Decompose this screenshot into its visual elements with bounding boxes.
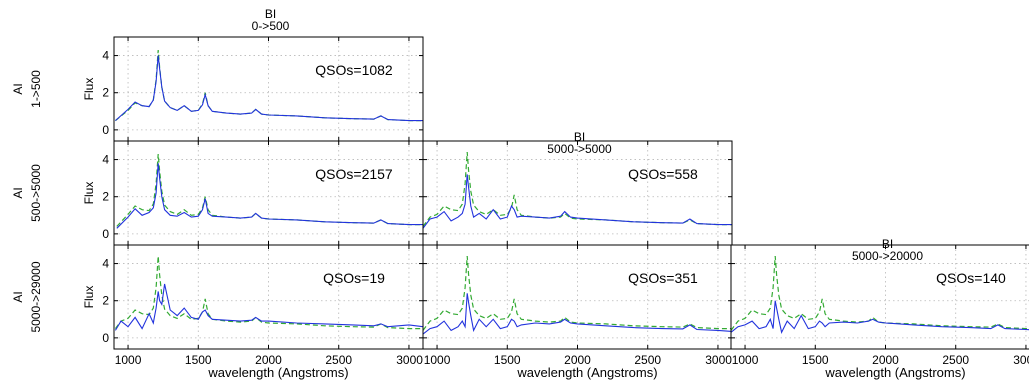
panel-background-r2c1 <box>423 245 732 349</box>
column-header-range-2: 5000->20000 <box>852 249 923 263</box>
qso-count-annotation-r2c0: QSOs=19 <box>323 270 385 286</box>
y-tick-label-r1c0: 0 <box>102 227 109 241</box>
y-tick-label-r0c0: 4 <box>102 49 109 63</box>
x-tick-label-r2c0: 2000 <box>255 353 282 367</box>
y-tick-label-r0c0: 2 <box>102 86 109 100</box>
qso-count-annotation-r1c0: QSOs=2157 <box>315 166 393 182</box>
row-header-range-0: 1->500 <box>29 70 43 108</box>
row-header-range-2: 5000->29000 <box>29 261 43 332</box>
row-header-range-1: 500->5000 <box>29 164 43 222</box>
x-tick-label-r2c0: 1000 <box>115 353 142 367</box>
quasar-spectrum-line-r1c1 <box>422 174 732 229</box>
panel-background-r1c0 <box>114 141 423 245</box>
x-tick-label-r2c1: 3000 <box>705 353 732 367</box>
x-tick-label-r2c0: 3000 <box>396 353 423 367</box>
x-tick-label-r2c2: 1500 <box>802 353 829 367</box>
panel-background-r0c0 <box>114 37 423 141</box>
column-header-title-2: BI <box>882 237 893 251</box>
x-axis-label-r2c0: wavelength (Angstroms) <box>207 365 348 380</box>
row-header-title-1: AI <box>11 187 25 198</box>
x-tick-label-r2c2: 2500 <box>942 353 969 367</box>
row-header-title-0: AI <box>11 83 25 94</box>
y-axis-label-r0c0: Flux <box>82 78 96 101</box>
qso-count-annotation-r1c1: QSOs=558 <box>628 166 698 182</box>
x-tick-label-r2c1: 1500 <box>494 353 521 367</box>
x-tick-label-r2c2: 2000 <box>872 353 899 367</box>
row-header-title-2: AI <box>11 291 25 302</box>
panel-background-r2c2 <box>731 245 1029 349</box>
quasar-spectrum-line-r2c1 <box>422 293 733 335</box>
y-tick-label-r1c0: 2 <box>102 190 109 204</box>
reference-spectrum-line-r2c2 <box>730 256 1029 331</box>
y-tick-label-r1c0: 4 <box>102 153 109 167</box>
y-axis-label-r1c0: Flux <box>82 182 96 205</box>
column-header-range-0: 0->500 <box>252 19 290 33</box>
y-tick-label-r2c0: 0 <box>102 331 109 345</box>
panel-background-r2c0 <box>114 245 423 349</box>
x-tick-label-r2c0: 2500 <box>325 353 352 367</box>
x-tick-label-r2c1: 2500 <box>634 353 661 367</box>
y-tick-label-r2c0: 2 <box>102 294 109 308</box>
x-tick-label-r2c1: 2000 <box>564 353 591 367</box>
column-header-title-0: BI <box>265 7 276 21</box>
reference-spectrum-line-r1c1 <box>422 152 732 227</box>
quasar-spectrum-line-r2c0 <box>114 283 424 331</box>
x-tick-label-r2c0: 1500 <box>185 353 212 367</box>
y-tick-label-r2c0: 4 <box>102 257 109 271</box>
qso-count-annotation-r0c0: QSOs=1082 <box>315 62 393 78</box>
y-tick-label-r0c0: 0 <box>102 123 109 137</box>
x-axis-label-r2c1: wavelength (Angstroms) <box>516 365 657 380</box>
y-axis-label-r2c0: Flux <box>82 286 96 309</box>
x-tick-label-r2c1: 1000 <box>424 353 451 367</box>
reference-spectrum-line-r2c1 <box>422 256 732 331</box>
quasar-spectrum-line-r0c0 <box>115 55 423 122</box>
quasar-spectrum-line-r1c0 <box>116 163 423 229</box>
column-header-title-1: BI <box>574 130 585 144</box>
x-axis-label-r2c2: wavelength (Angstroms) <box>824 365 965 380</box>
quasar-spectrum-line-r2c2 <box>730 300 1029 334</box>
qso-count-annotation-r2c1: QSOs=351 <box>628 270 698 286</box>
x-tick-label-r2c2: 3000 <box>1013 353 1029 367</box>
x-tick-label-r2c2: 1000 <box>732 353 759 367</box>
qso-count-annotation-r2c2: QSOs=140 <box>936 270 1006 286</box>
column-header-range-1: 5000->5000 <box>547 142 612 156</box>
